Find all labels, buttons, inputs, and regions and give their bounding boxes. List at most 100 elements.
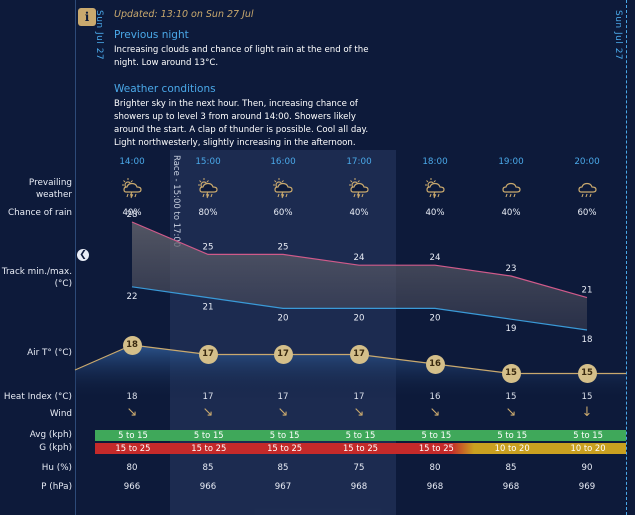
air-temp-badge-0: 18 xyxy=(122,335,142,355)
humidity-3: 75 xyxy=(353,463,365,473)
chance-of-rain-6: 60% xyxy=(577,208,597,218)
date-marker-right: Sun Jul 27 xyxy=(613,10,623,61)
info-icon[interactable]: i xyxy=(78,8,96,26)
label-wind-avg: Avg (kph) xyxy=(29,430,72,440)
wind-avg-bar-1: 5 to 15 xyxy=(170,430,247,441)
chance-of-rain-3: 40% xyxy=(349,208,369,218)
pressure-2: 967 xyxy=(274,482,292,492)
air-temp-badge-3: 17 xyxy=(349,345,369,364)
track-max-label-4: 24 xyxy=(430,253,441,263)
track-min-line xyxy=(131,286,588,331)
hour-label-5: 19:00 xyxy=(498,157,524,167)
pressure-4: 968 xyxy=(426,482,444,492)
wind-gust-bar-2: 15 to 25 xyxy=(246,443,323,454)
hour-label-4: 18:00 xyxy=(422,157,448,167)
air-temp-badge-2: 17 xyxy=(273,345,293,364)
wind-gust-bar-1: 15 to 25 xyxy=(170,443,247,454)
humidity-2: 85 xyxy=(277,463,289,473)
pressure-3: 968 xyxy=(350,482,368,492)
arrow-down-right-icon: ↘ xyxy=(353,405,365,420)
cloud-rain-icon xyxy=(578,182,597,198)
weather-conditions-title: Weather conditions xyxy=(114,83,216,95)
arrow-down-right-icon: ↘ xyxy=(126,405,138,420)
thunder-rain-icon xyxy=(122,178,142,199)
thunder-rain-icon xyxy=(273,178,293,199)
label-wind-gust: G (kph) xyxy=(39,443,72,453)
track-min-label-4: 20 xyxy=(430,313,441,323)
chance-of-rain-5: 40% xyxy=(501,208,521,218)
track-min-label-0: 22 xyxy=(127,292,138,302)
label-humidity: Hu (%) xyxy=(41,463,72,473)
hour-label-3: 17:00 xyxy=(346,157,372,167)
pressure-0: 966 xyxy=(123,482,141,492)
air-temp-badge-6: 15 xyxy=(577,364,597,383)
label-chance-of-rain: Chance of rain xyxy=(7,208,72,218)
wind-avg-bar-4: 5 to 15 xyxy=(398,430,475,441)
track-max-label-2: 25 xyxy=(278,242,289,252)
track-temp-band: 28 22 25 21 25 20 24 20 24 20 23 19 21 18 xyxy=(127,210,593,345)
pressure-6: 969 xyxy=(578,482,596,492)
wind-gust-bar-3: 15 to 25 xyxy=(322,443,399,454)
arrow-down-icon: ↓ xyxy=(581,405,593,420)
humidity-6: 90 xyxy=(581,463,593,473)
wind-avg-bar-6: 5 to 15 xyxy=(550,430,626,441)
cloud-rain-icon xyxy=(502,182,521,198)
humidity-4: 80 xyxy=(429,463,441,473)
updated-timestamp: Updated: 13:10 on Sun 27 Jul xyxy=(114,9,254,20)
track-max-label-3: 24 xyxy=(354,253,365,263)
thunder-rain-icon xyxy=(349,178,369,199)
label-wind: Wind xyxy=(49,409,72,419)
timeline-divider xyxy=(75,0,76,515)
previous-night-text: Increasing clouds and chance of light ra… xyxy=(114,45,369,68)
label-pressure: P (hPa) xyxy=(41,482,72,492)
wind-avg-bar-2: 5 to 15 xyxy=(246,430,323,441)
track-min-label-6: 18 xyxy=(582,335,593,345)
label-heat-index: Heat Index (°C) xyxy=(3,392,72,402)
wind-avg-bar-3: 5 to 15 xyxy=(322,430,399,441)
hour-label-2: 16:00 xyxy=(270,157,296,167)
day-boundary-line xyxy=(626,0,627,515)
thunder-rain-icon xyxy=(198,178,218,199)
chance-of-rain-1: 80% xyxy=(198,208,218,218)
scroll-left-button[interactable]: ❮ xyxy=(77,249,89,261)
track-min-label-1: 21 xyxy=(203,303,214,313)
air-temp-badge-1: 17 xyxy=(198,345,218,364)
humidity-0: 80 xyxy=(126,463,138,473)
air-temp-badge-5: 15 xyxy=(501,364,521,383)
hour-label-1: 15:00 xyxy=(195,157,221,167)
track-max-label-5: 23 xyxy=(506,264,517,274)
wind-gust-bar-5: 10 to 20 xyxy=(474,443,551,454)
track-min-label-5: 19 xyxy=(506,324,517,334)
pressure-1: 966 xyxy=(199,482,217,492)
label-air-temp: Air T° (°C) xyxy=(27,348,72,358)
wind-gust-bar-0: 15 to 25 xyxy=(95,443,171,454)
arrow-down-right-icon: ↘ xyxy=(429,405,441,420)
wind-gust-bar-4: 15 to 25 xyxy=(398,443,475,454)
pressure-5: 968 xyxy=(502,482,520,492)
chance-of-rain-4: 40% xyxy=(425,208,445,218)
label-track-temp: Track min./max. (°C) xyxy=(1,267,72,289)
arrow-down-right-icon: ↘ xyxy=(277,405,289,420)
date-marker-left: Sun Jul 27 xyxy=(94,10,104,61)
weather-conditions-text: Brighter sky in the next hour. Then, inc… xyxy=(114,99,369,148)
hour-label-6: 20:00 xyxy=(574,157,600,167)
wind-avg-bar-5: 5 to 15 xyxy=(474,430,551,441)
track-max-line xyxy=(131,221,588,299)
thunder-rain-icon xyxy=(425,178,445,199)
track-max-label-0: 28 xyxy=(127,210,138,220)
wind-gust-bar-6: 10 to 20 xyxy=(550,443,626,454)
race-window-band xyxy=(170,150,396,515)
humidity-5: 85 xyxy=(505,463,517,473)
track-min-label-3: 20 xyxy=(354,313,365,323)
previous-night-title: Previous night xyxy=(114,29,189,41)
chance-of-rain-2: 60% xyxy=(273,208,293,218)
wind-avg-bar-0: 5 to 15 xyxy=(95,430,171,441)
arrow-down-right-icon: ↘ xyxy=(505,405,517,420)
chance-of-rain-0: 40% xyxy=(122,208,142,218)
race-window-label: Race - 15:00 to 17:00 xyxy=(171,155,181,248)
track-max-label-1: 25 xyxy=(203,242,214,252)
hour-label-0: 14:00 xyxy=(119,157,145,167)
track-max-label-6: 21 xyxy=(582,286,593,296)
arrow-down-right-icon: ↘ xyxy=(202,405,214,420)
